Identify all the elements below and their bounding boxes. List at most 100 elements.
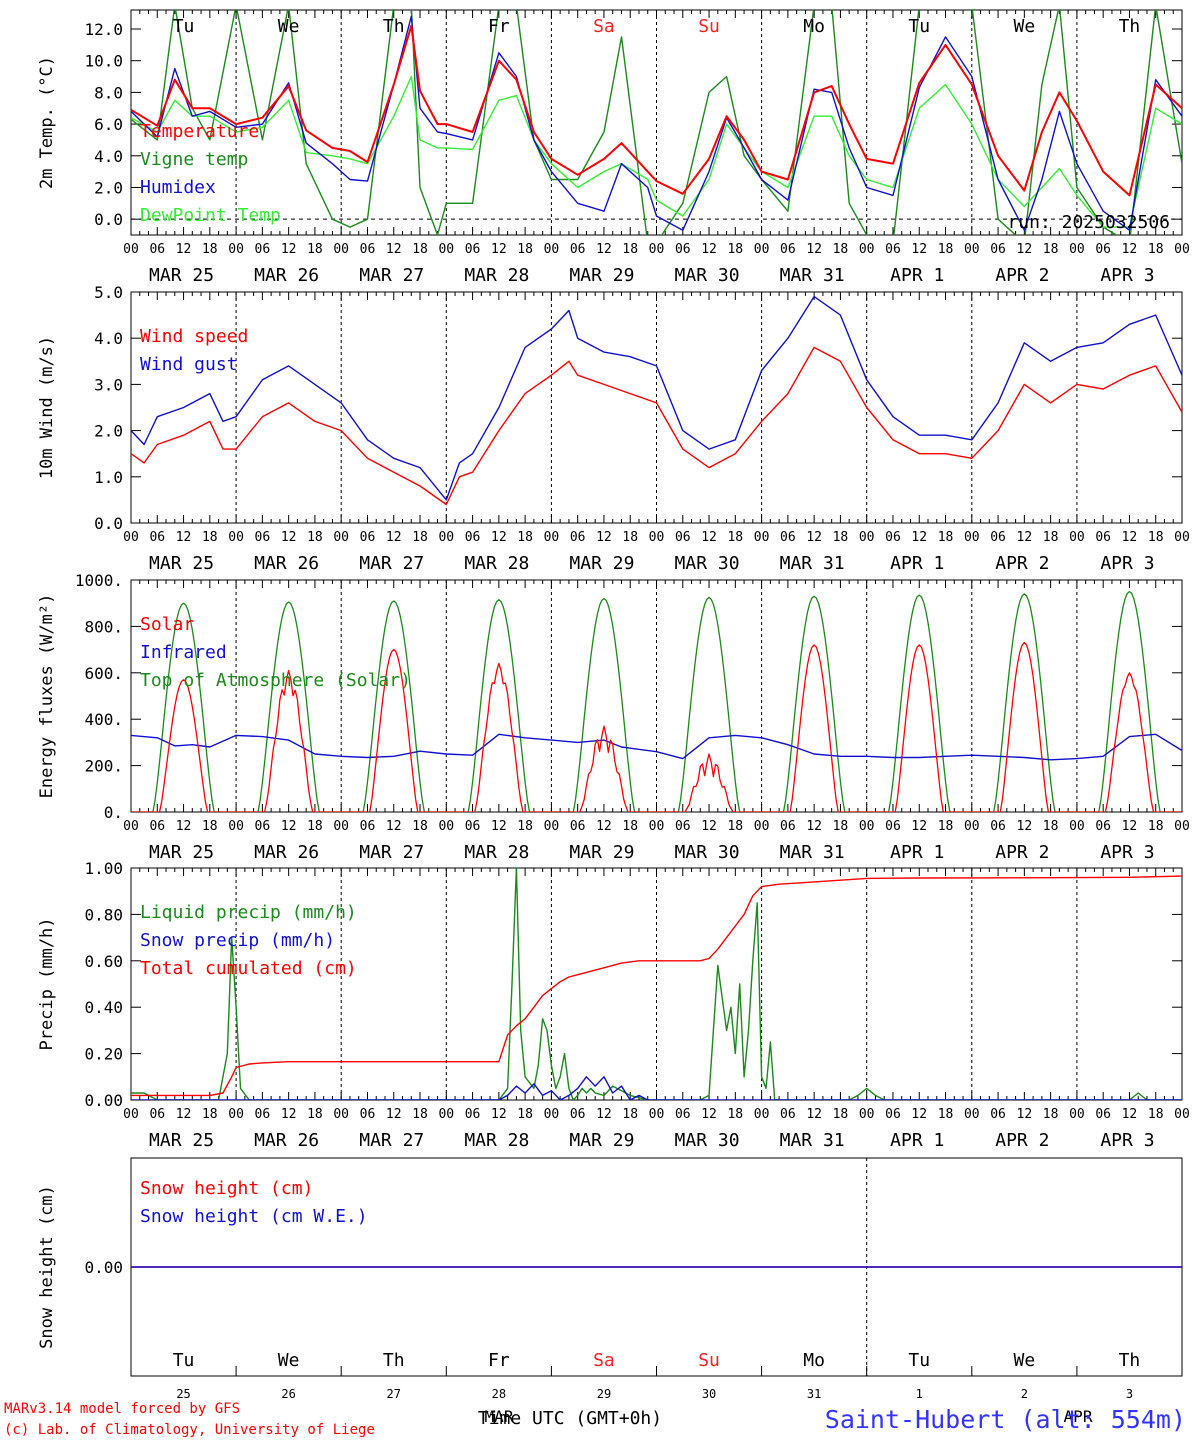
y-axis-label: Precip (mm/h) (37, 917, 57, 1050)
hour-tick-label: 00 (1069, 242, 1085, 257)
date-label: APR 3 (1100, 842, 1154, 863)
day-number-label: 28 (492, 1387, 506, 1401)
date-label: MAR 31 (780, 265, 845, 286)
date-label: APR 2 (995, 265, 1049, 286)
hour-tick-label: 18 (1148, 1107, 1164, 1122)
hour-tick-label: 12 (491, 1107, 507, 1122)
y-tick-label: 0.40 (84, 998, 123, 1017)
y-tick-label: 8.0 (94, 83, 123, 102)
hour-tick-label: 12 (911, 530, 927, 545)
hour-tick-label: 12 (701, 242, 717, 257)
hour-tick-label: 00 (123, 1107, 139, 1122)
y-tick-label: 0.00 (84, 1258, 123, 1277)
series-vigne-temp (131, 10, 1182, 235)
y-axis-label: 2m Temp. (°C) (37, 56, 57, 189)
y-tick-label: 1.00 (84, 859, 123, 878)
y-tick-label: 0.80 (84, 905, 123, 924)
panel-4: 1.00 0.80 0.60 0.40 0.20 0.00 Precip (mm/h) Liq… (37, 859, 1190, 1151)
hour-tick-label: 12 (806, 242, 822, 257)
hour-tick-label: 12 (386, 530, 402, 545)
hour-tick-label: 06 (255, 1107, 271, 1122)
y-tick-label: 4.0 (94, 147, 123, 166)
weekday-label: Fr (488, 16, 510, 37)
hour-tick-label: 06 (570, 819, 586, 834)
hour-tick-label: 06 (465, 819, 481, 834)
y-tick-label: 600. (84, 664, 123, 683)
time-axis-label: Time UTC (GMT+0h) (478, 1408, 662, 1429)
date-label: MAR 27 (359, 1130, 424, 1151)
hour-tick-label: 12 (596, 242, 612, 257)
hour-tick-label: 06 (885, 1107, 901, 1122)
hour-tick-label: 12 (806, 530, 822, 545)
hour-tick-label: 18 (307, 530, 323, 545)
legend-entry: Snow precip (mm/h) (140, 930, 335, 951)
hour-tick-label: 12 (1122, 242, 1138, 257)
hour-tick-label: 12 (176, 1107, 192, 1122)
hour-tick-label: 06 (675, 819, 691, 834)
hour-tick-label: 00 (649, 530, 665, 545)
series-wind-gust (131, 295, 1182, 501)
date-label: APR 1 (890, 553, 944, 574)
series-temperature (131, 24, 1182, 197)
hour-tick-label: 18 (517, 530, 533, 545)
y-tick-label: 1000. (75, 571, 123, 590)
hour-tick-label: 12 (1017, 530, 1033, 545)
hour-tick-label: 06 (780, 819, 796, 834)
y-tick-label: 400. (84, 710, 123, 729)
hour-tick-label: 18 (517, 819, 533, 834)
hour-tick-label: 06 (1095, 1107, 1111, 1122)
hour-tick-label: 18 (307, 242, 323, 257)
legend-entry: Humidex (140, 177, 216, 198)
day-number-label: 2 (1021, 1387, 1028, 1401)
date-label: MAR 28 (464, 842, 529, 863)
hour-tick-label: 00 (544, 819, 560, 834)
hour-tick-label: 00 (544, 1107, 560, 1122)
day-number-label: 1 (916, 1387, 923, 1401)
day-number-label: 30 (702, 1387, 716, 1401)
date-label: MAR 28 (464, 1130, 529, 1151)
hour-tick-label: 18 (938, 819, 954, 834)
date-label: MAR 26 (254, 1130, 319, 1151)
hour-tick-label: 06 (990, 530, 1006, 545)
weekday-label: Tu (908, 16, 930, 37)
legend-entry: DewPoint Temp (140, 205, 281, 226)
panel-2: 5.0 4.0 3.0 2.0 1.0 0.0 10m Wind (m/s) Wind spe… (37, 283, 1190, 574)
hour-tick-label: 12 (1122, 819, 1138, 834)
hour-tick-label: 00 (1069, 819, 1085, 834)
legend-entry: Wind gust (140, 354, 238, 375)
hour-tick-label: 06 (149, 819, 165, 834)
y-tick-label: 1.0 (94, 468, 123, 487)
series-solar (131, 641, 1182, 812)
date-label: MAR 29 (569, 1130, 634, 1151)
hour-tick-label: 00 (754, 530, 770, 545)
hour-tick-label: 18 (727, 242, 743, 257)
hour-tick-label: 06 (780, 242, 796, 257)
hour-tick-label: 12 (596, 819, 612, 834)
weekday-label: Mo (803, 16, 825, 37)
y-tick-label: 0. (104, 803, 123, 822)
hour-tick-label: 12 (491, 819, 507, 834)
series-dewpoint-temp (131, 75, 1182, 228)
hour-tick-label: 06 (255, 530, 271, 545)
legend-entry: Temperature (140, 121, 259, 142)
hour-tick-label: 12 (176, 819, 192, 834)
hour-tick-label: 18 (412, 242, 428, 257)
hour-tick-label: 18 (1148, 819, 1164, 834)
hour-tick-label: 06 (990, 819, 1006, 834)
date-label: MAR 30 (675, 265, 740, 286)
hour-tick-label: 18 (202, 530, 218, 545)
run-label: run: 2025032506 (1007, 212, 1170, 233)
hour-tick-label: 18 (833, 530, 849, 545)
plot-frame (130, 9, 1183, 236)
hour-tick-label: 06 (885, 242, 901, 257)
date-label: APR 2 (995, 1130, 1049, 1151)
date-label: MAR 29 (569, 265, 634, 286)
day-number-label: 25 (176, 1387, 190, 1401)
hour-tick-label: 00 (333, 530, 349, 545)
y-tick-label: 2.0 (94, 422, 123, 441)
hour-tick-label: 12 (491, 530, 507, 545)
credit-line-1: MARv3.14 model forced by GFS (4, 1401, 240, 1417)
hour-tick-label: 00 (964, 242, 980, 257)
hour-tick-label: 18 (307, 819, 323, 834)
